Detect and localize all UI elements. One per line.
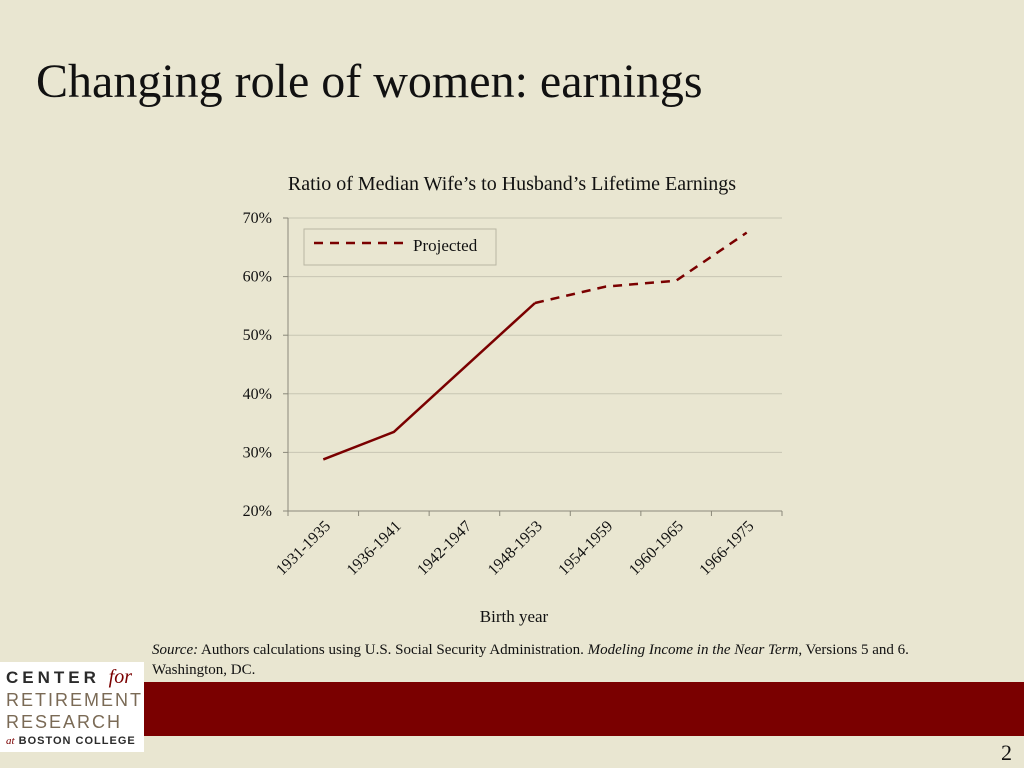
source-italic-title: Modeling Income in the Near Term <box>587 642 799 658</box>
x-axis-ticks: 1931-1935 1936-1941 1942-1947 1948-1953 1954… <box>273 518 757 579</box>
x-tick-label: 1966-1975 <box>696 518 757 579</box>
logo-line-1: CENTER for <box>6 666 132 689</box>
logo-boston-college: BOSTON COLLEGE <box>18 735 136 747</box>
series-lines <box>322 231 748 461</box>
x-tick-label: 1954-1959 <box>555 518 616 579</box>
x-tick-label: 1942-1947 <box>414 518 475 579</box>
y-tick-label: 20% <box>243 503 272 520</box>
source-label: Source: <box>152 642 199 658</box>
line-chart: Ratio of Median Wife’s to Husband’s Life… <box>243 173 783 626</box>
x-tick-label: 1936-1941 <box>344 518 405 579</box>
footer-bar <box>0 682 1024 736</box>
series-line-actual <box>322 302 536 461</box>
legend-label-projected: Projected <box>413 236 478 255</box>
axes <box>283 217 783 516</box>
source-note: Source: Authors calculations using U.S. … <box>152 640 982 680</box>
legend-box <box>303 228 497 266</box>
chart-title: Ratio of Median Wife’s to Husband’s Life… <box>288 173 736 195</box>
y-tick-label: 50% <box>243 327 272 344</box>
y-tick-label: 30% <box>243 444 272 461</box>
y-tick-label: 70% <box>243 210 272 227</box>
x-tick-label: 1931-1935 <box>273 518 334 579</box>
logo-for: for <box>108 666 132 688</box>
logo-center: CENTER <box>6 668 100 687</box>
x-tick-label: 1960-1965 <box>626 518 687 579</box>
slide-title: Changing role of women: earnings <box>36 55 703 108</box>
x-axis-label: Birth year <box>480 607 549 626</box>
series-line-projected <box>534 231 748 305</box>
logo-line-2: RETIREMENT <box>6 690 143 710</box>
source-text-1: Authors calculations using U.S. Social S… <box>198 642 588 658</box>
legend: Projected <box>303 228 497 266</box>
logo-at: at <box>6 735 15 747</box>
page-number: 2 <box>1001 740 1012 765</box>
gridlines <box>288 217 782 453</box>
crr-logo: CENTER for RETIREMENT RESEARCH at BOSTON… <box>0 662 144 752</box>
y-axis-ticks: 20% 30% 40% 50% 60% 70% <box>243 210 272 520</box>
source-text-2: , Versions 5 and 6. Washington, DC. <box>152 642 909 678</box>
y-tick-label: 40% <box>243 386 272 403</box>
logo-line-4: at BOSTON COLLEGE <box>6 735 136 747</box>
logo-line-3: RESEARCH <box>6 712 123 732</box>
y-tick-label: 60% <box>243 269 272 286</box>
x-tick-label: 1948-1953 <box>485 518 546 579</box>
